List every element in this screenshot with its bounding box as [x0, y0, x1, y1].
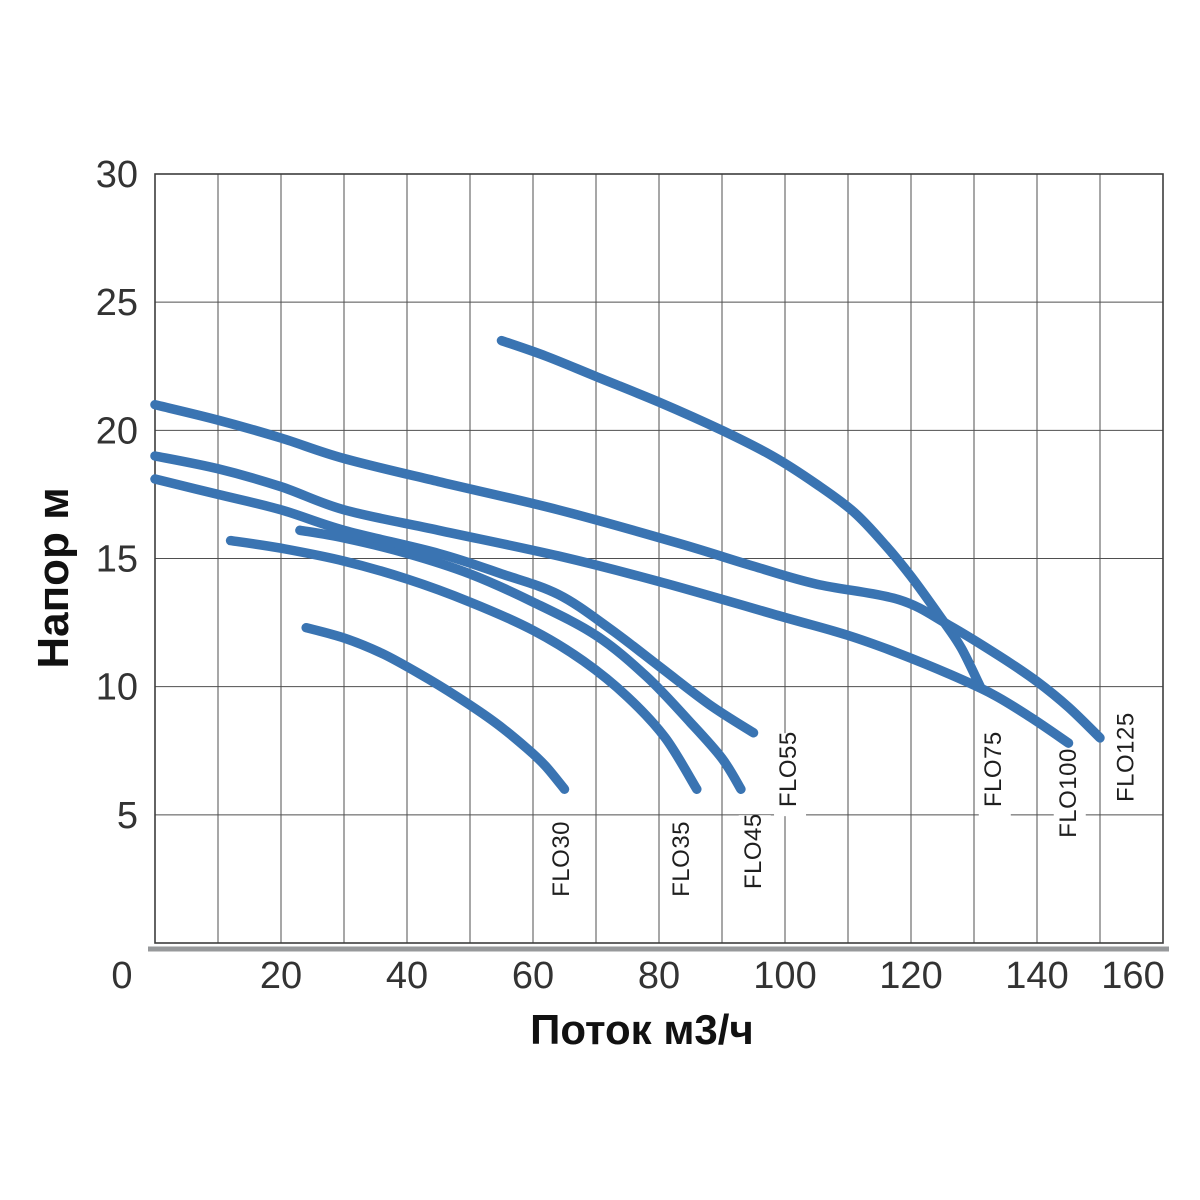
axis-tick-labels: 0 20 40 60 80 100 120 140 160 5 10 15 20 25 30 [96, 154, 1165, 997]
curve-flo45 [295, 525, 746, 794]
curve-label-flo45: FLO45 [740, 813, 767, 889]
y-tick-label-20: 20 [96, 410, 138, 452]
curve-labels: FLO30 FLO35 FLO45 FLO55 FLO75 FLO100 FLO125 [548, 712, 1139, 897]
x-tick-label-100: 100 [753, 955, 816, 997]
y-tick-label-15: 15 [96, 539, 138, 581]
curve-label-box-flo55 [774, 733, 807, 817]
x-axis-title: Поток м3/ч [530, 1006, 754, 1053]
y-tick-label-25: 25 [96, 282, 138, 324]
curve-flo30 [301, 622, 570, 794]
x-tick-label-120: 120 [879, 955, 942, 997]
x-tick-label-60: 60 [512, 955, 554, 997]
curve-label-flo55: FLO55 [775, 731, 802, 807]
grid-lines [154, 173, 1164, 944]
x-tick-label-20: 20 [260, 955, 302, 997]
curve-label-flo30: FLO30 [548, 821, 575, 897]
curve-flo125 [150, 399, 1105, 743]
curve-label-box-flo100 [1053, 750, 1086, 847]
curve-label-boxes [547, 714, 1144, 906]
y-tick-label-30: 30 [96, 154, 138, 196]
pump-curves [150, 335, 1105, 794]
curve-label-box-flo125 [1111, 714, 1144, 812]
curve-label-flo100: FLO100 [1055, 748, 1082, 838]
x-tick-label-0: 0 [111, 955, 132, 997]
plot-border [154, 173, 1164, 944]
x-tick-label-40: 40 [386, 955, 428, 997]
curve-flo35 [225, 535, 702, 794]
x-tick-label-160: 160 [1101, 955, 1164, 997]
curve-label-flo35: FLO35 [668, 821, 695, 897]
curve-label-flo75: FLO75 [980, 731, 1007, 807]
y-tick-label-10: 10 [96, 667, 138, 709]
curve-label-box-flo30 [547, 822, 580, 906]
y-tick-label-5: 5 [117, 795, 138, 837]
x-tick-label-140: 140 [1005, 955, 1068, 997]
y-axis-title: Напор м [29, 487, 78, 668]
x-tick-label-80: 80 [638, 955, 680, 997]
curve-label-box-flo75 [978, 733, 1011, 817]
axis-frame [148, 173, 1169, 952]
curve-label-flo125: FLO125 [1113, 712, 1140, 802]
curve-flo55 [150, 474, 759, 738]
curve-label-box-flo35 [666, 822, 699, 906]
curve-flo100 [150, 451, 1074, 748]
curve-label-box-flo45 [738, 815, 771, 899]
